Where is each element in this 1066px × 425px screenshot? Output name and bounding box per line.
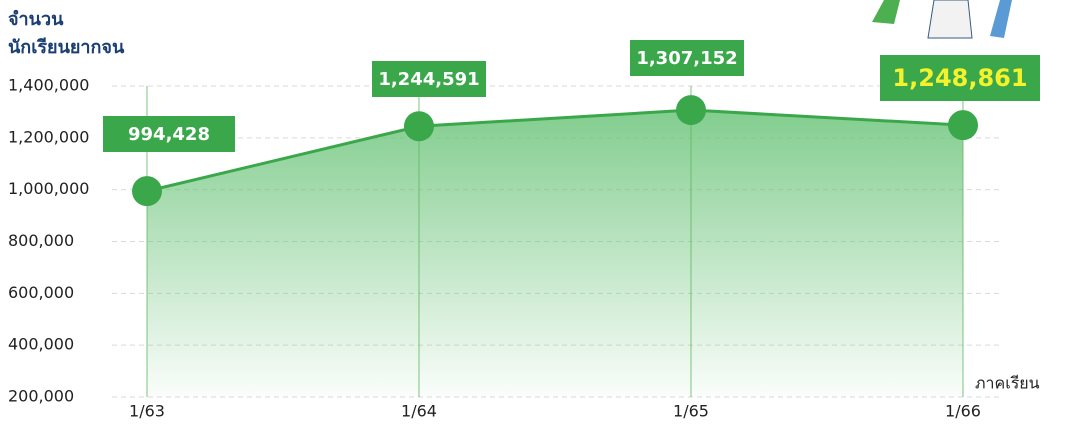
point (676, 95, 706, 125)
y-tick-label: 1,200,000 (8, 127, 89, 146)
chart: จำนวน นักเรียนยากจน ภาคเรียน 200,000 400,… (0, 0, 1066, 425)
y-tick-label: 200,000 (8, 387, 74, 406)
illustration (872, 0, 1012, 38)
y-title: จำนวน (8, 9, 64, 30)
point (132, 176, 162, 206)
y-tick-label: 1,000,000 (8, 179, 89, 198)
y-tick-label: 1,400,000 (8, 76, 89, 95)
x-tick-label: 1/66 (945, 402, 981, 421)
value-label: 1,248,861 (892, 64, 1027, 92)
y-tick-label: 800,000 (8, 231, 74, 250)
point (948, 110, 978, 140)
point (404, 111, 434, 141)
x-tick-label: 1/64 (401, 402, 437, 421)
y-tick-label: 400,000 (8, 335, 74, 354)
y-tick-label: 600,000 (8, 283, 74, 302)
value-label: 1,244,591 (378, 69, 479, 90)
x-tick-label: 1/63 (129, 402, 165, 421)
value-label: 994,428 (128, 124, 210, 145)
x-title: ภาคเรียน (975, 374, 1040, 393)
x-tick-label: 1/65 (673, 402, 709, 421)
area (147, 110, 963, 397)
y-title: นักเรียนยากจน (8, 37, 125, 58)
value-label: 1,307,152 (636, 48, 737, 69)
